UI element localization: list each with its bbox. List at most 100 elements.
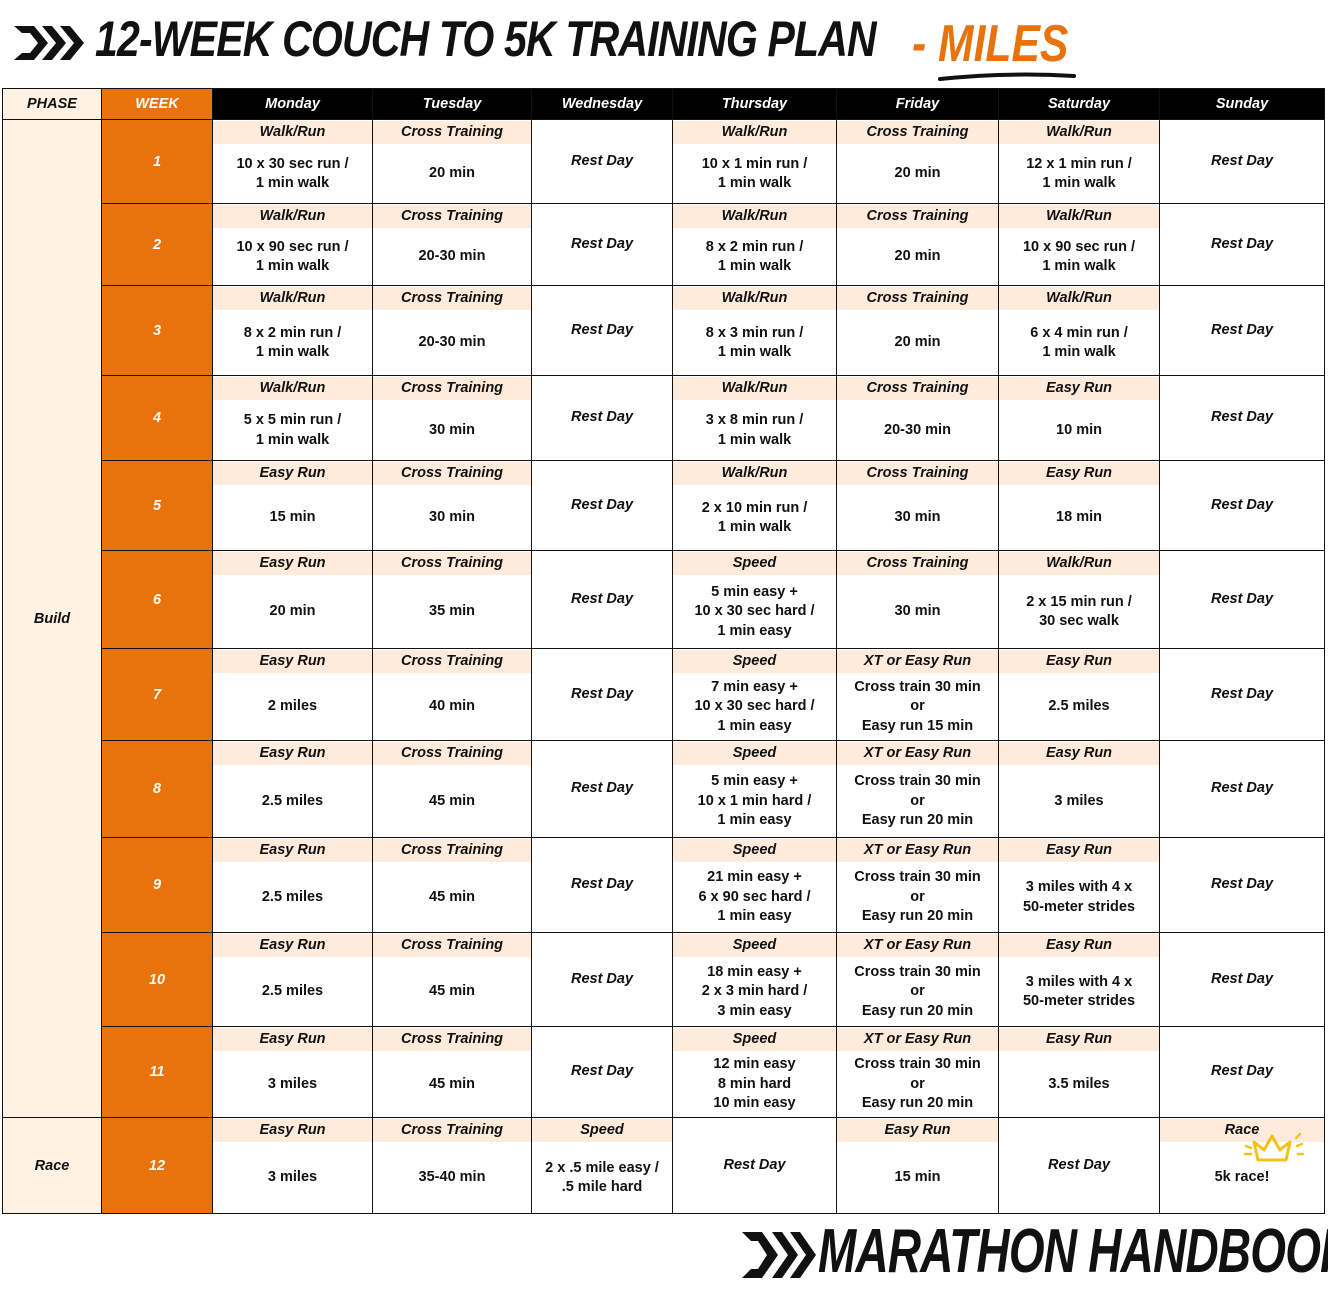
workout-cell-saturday: Easy Run 3.5 miles: [998, 1026, 1160, 1118]
workout-detail: 3 x 8 min run / 1 min walk: [705, 412, 804, 448]
week-row: 2 Walk/Run 10 x 90 sec run / 1 min walk Cro…: [3, 203, 1325, 286]
workout-detail: 2 x 10 min run / 1 min walk: [701, 499, 808, 536]
workout-type: Walk/Run: [673, 461, 836, 487]
workout-cell-monday: Easy Run 20 min: [212, 550, 373, 649]
workout-cell-wednesday: Rest Day: [531, 285, 673, 376]
workout-cell-monday: Walk/Run 10 x 30 sec run / 1 min walk: [212, 119, 373, 204]
header-row: PHASE WEEK Monday Tuesday Wednesday Thur…: [2, 88, 1325, 120]
workout-detail: Cross train 30 min or Easy run 20 min: [854, 1056, 981, 1112]
workout-type: XT or Easy Run: [837, 838, 998, 864]
day-header-thursday: Thursday: [672, 88, 837, 120]
workout-cell-thursday: Rest Day: [672, 1117, 837, 1214]
week-number: 7: [101, 648, 213, 741]
workout-detail: 20-30 min: [418, 248, 486, 265]
workout-type: Easy Run: [999, 741, 1159, 767]
phase-header: PHASE: [2, 88, 102, 120]
workout-detail: 18 min easy + 2 x 3 min hard / 3 min eas…: [701, 963, 808, 1019]
week-number: 12: [101, 1117, 213, 1214]
workout-cell-wednesday: Rest Day: [531, 119, 673, 204]
workout-cell-sunday: Rest Day: [1159, 375, 1325, 461]
workout-type: Easy Run: [213, 649, 372, 675]
workout-detail: 2.5 miles: [261, 983, 324, 1000]
workout-type: Cross Training: [373, 204, 531, 230]
workout-cell-monday: Easy Run 2 miles: [212, 648, 373, 741]
page-title: 12-WEEK COUCH TO 5K TRAINING PLAN: [95, 11, 877, 67]
day-header-sunday: Sunday: [1159, 88, 1325, 120]
workout-type: Walk/Run: [999, 286, 1159, 312]
workout-cell-tuesday: Cross Training 45 min: [372, 932, 532, 1027]
workout-type: Cross Training: [373, 741, 531, 767]
workout-type: Easy Run: [999, 376, 1159, 402]
week-number: 10: [101, 932, 213, 1027]
workout-detail: 5 min easy + 10 x 1 min hard / 1 min eas…: [697, 773, 812, 829]
workout-cell-friday: Cross Training 30 min: [836, 550, 999, 649]
rest-day-label: Rest Day: [1210, 970, 1274, 987]
rest-day-label: Rest Day: [1210, 321, 1274, 338]
workout-type: Race: [1160, 1118, 1324, 1144]
workout-detail: 5 x 5 min run / 1 min walk: [243, 412, 342, 448]
workout-cell-tuesday: Cross Training 45 min: [372, 837, 532, 933]
workout-type: Speed: [673, 551, 836, 577]
workout-cell-wednesday: Rest Day: [531, 648, 673, 741]
workout-type: Walk/Run: [673, 286, 836, 312]
workout-type: Cross Training: [837, 461, 998, 487]
rest-day-label: Rest Day: [1047, 1156, 1111, 1173]
workout-type: Cross Training: [837, 286, 998, 312]
workout-detail: 12 min easy 8 min hard 10 min easy: [713, 1056, 796, 1112]
workout-detail: 2.5 miles: [1048, 698, 1110, 715]
day-header-friday: Friday: [836, 88, 999, 120]
workout-type: Easy Run: [837, 1118, 998, 1144]
workout-cell-saturday: Easy Run 10 min: [998, 375, 1160, 461]
workout-cell-thursday: Walk/Run 8 x 2 min run / 1 min walk: [672, 203, 837, 286]
workout-detail: 6 x 4 min run / 1 min walk: [1030, 324, 1128, 361]
workout-cell-wednesday: Rest Day: [531, 460, 673, 551]
workout-type: XT or Easy Run: [837, 933, 998, 959]
workout-cell-saturday: Easy Run 18 min: [998, 460, 1160, 551]
workout-cell-sunday: Rest Day: [1159, 932, 1325, 1027]
workout-type: Easy Run: [999, 461, 1159, 487]
workout-cell-saturday: Rest Day: [998, 1117, 1160, 1214]
workout-type: Walk/Run: [673, 120, 836, 146]
workout-detail: 40 min: [429, 698, 475, 715]
workout-detail: 7 min easy + 10 x 30 sec hard / 1 min ea…: [694, 678, 815, 734]
workout-cell-monday: Easy Run 3 miles: [212, 1117, 373, 1214]
workout-detail: 10 min: [1056, 421, 1102, 438]
week-row: 4 Walk/Run 5 x 5 min run / 1 min walk Cross…: [3, 375, 1325, 461]
workout-type: Cross Training: [837, 376, 998, 402]
workout-cell-thursday: Speed 7 min easy + 10 x 30 sec hard / 1 m…: [672, 648, 837, 741]
workout-type: Speed: [532, 1118, 672, 1144]
week-number: 5: [101, 460, 213, 551]
workout-cell-sunday: Rest Day: [1159, 1026, 1325, 1118]
workout-type: Cross Training: [373, 1118, 531, 1144]
workout-cell-sunday: Rest Day: [1159, 203, 1325, 286]
workout-cell-sunday: Race 5k race!: [1159, 1117, 1325, 1214]
workout-cell-tuesday: Cross Training 30 min: [372, 460, 532, 551]
workout-type: Walk/Run: [999, 204, 1159, 230]
workout-cell-monday: Easy Run 2.5 miles: [212, 740, 373, 838]
workout-type: Walk/Run: [999, 120, 1159, 146]
workout-type: Walk/Run: [673, 204, 836, 230]
rest-day-label: Rest Day: [723, 1156, 786, 1173]
week-row: 5 Easy Run 15 min Cross Training 30 min Rest …: [3, 460, 1325, 551]
workout-type: XT or Easy Run: [837, 1027, 998, 1053]
workout-cell-tuesday: Cross Training 20-30 min: [372, 285, 532, 376]
workout-detail: 20 min: [894, 248, 941, 265]
workout-cell-thursday: Speed 21 min easy + 6 x 90 sec hard / 1 m…: [672, 837, 837, 933]
workout-type: Cross Training: [373, 551, 531, 577]
workout-cell-friday: Easy Run 15 min: [836, 1117, 999, 1214]
page-title-suffix: - MILES: [912, 15, 1069, 73]
workout-cell-friday: Cross Training 20 min: [836, 119, 999, 204]
week-row: 11 Easy Run 3 miles Cross Training 45 min Res…: [3, 1026, 1325, 1118]
day-header-monday: Monday: [212, 88, 373, 120]
workout-type: Cross Training: [373, 376, 531, 402]
week-row: 8 Easy Run 2.5 miles Cross Training 45 min Re…: [3, 740, 1325, 838]
week-number: 11: [101, 1026, 213, 1118]
workout-cell-tuesday: Cross Training 30 min: [372, 375, 532, 461]
rest-day-label: Rest Day: [1210, 409, 1274, 426]
workout-detail: 10 x 90 sec run / 1 min walk: [236, 238, 349, 275]
day-header-tuesday: Tuesday: [372, 88, 532, 120]
workout-detail: 30 min: [429, 509, 475, 526]
workout-detail: 20-30 min: [418, 334, 486, 351]
workout-type: Speed: [673, 741, 836, 767]
workout-cell-friday: XT or Easy Run Cross train 30 min or Easy…: [836, 1026, 999, 1118]
